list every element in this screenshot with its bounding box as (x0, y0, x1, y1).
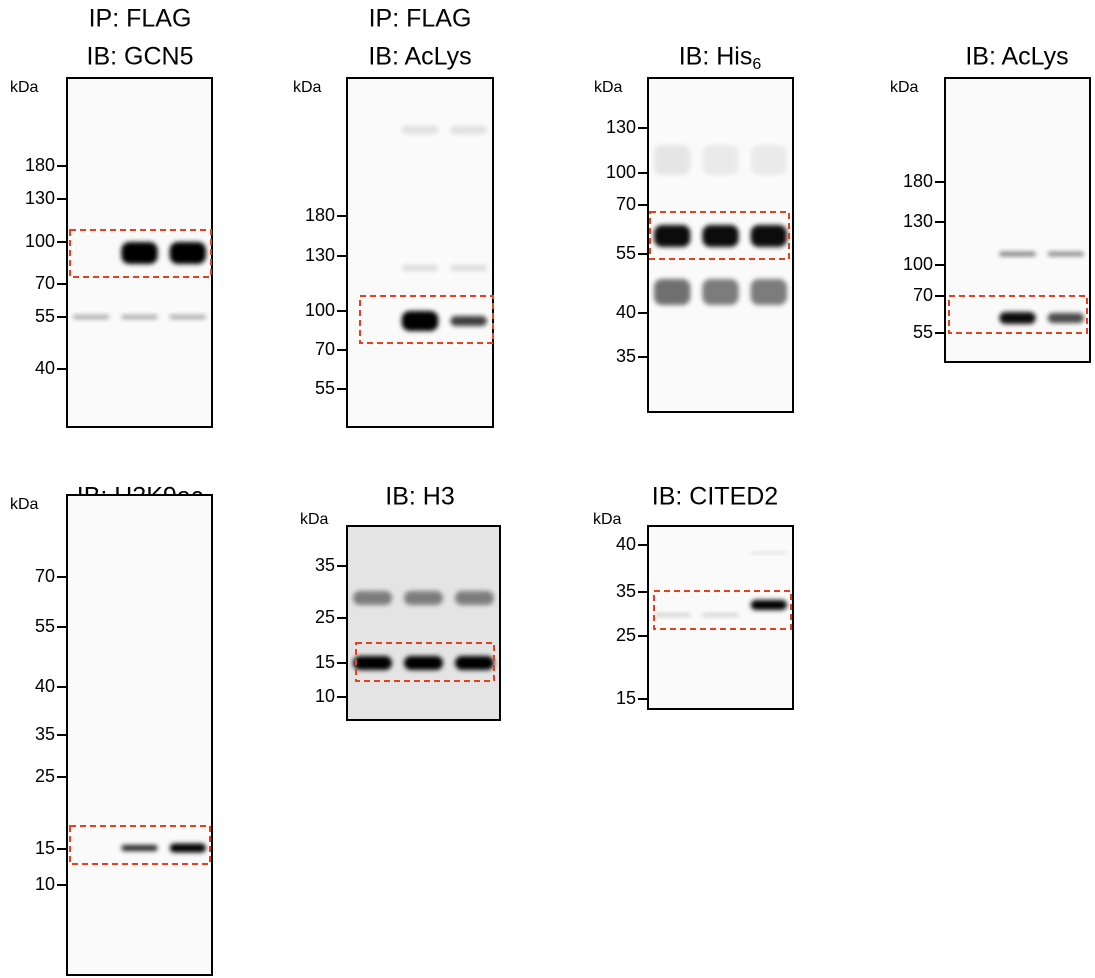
band (1048, 252, 1084, 256)
marker-label: 180 (903, 171, 933, 191)
marker-label: 100 (305, 300, 335, 320)
marker-label: 55 (913, 322, 933, 342)
band (751, 225, 787, 247)
panel-title: IB: CITED2 (652, 483, 778, 511)
marker-label: 10 (35, 874, 55, 894)
band (353, 591, 392, 605)
panel-title: IB: AcLys (368, 43, 471, 71)
marker-label: 70 (616, 194, 636, 214)
unit-label: kDa (593, 511, 622, 528)
marker-label: 100 (606, 162, 636, 182)
blot-panel: IB: AcLys kDa 180 130 100 70 55 (890, 43, 1090, 362)
marker-label: 25 (35, 766, 55, 786)
band (1048, 313, 1084, 323)
unit-label: kDa (10, 496, 39, 513)
band (404, 656, 443, 670)
marker-label: 15 (616, 688, 636, 708)
marker-label: 130 (606, 117, 636, 137)
blot-image (347, 526, 500, 720)
band (702, 614, 738, 617)
panel-title: IP: FLAG (89, 5, 192, 33)
band (121, 242, 157, 264)
blot-image (67, 495, 212, 975)
band (170, 242, 206, 264)
marker-label: 130 (903, 211, 933, 231)
band (702, 279, 738, 305)
band (73, 315, 109, 319)
band (450, 265, 487, 271)
marker-label: 130 (305, 245, 335, 265)
band (654, 279, 690, 305)
band (751, 600, 787, 610)
unit-label: kDa (300, 511, 329, 528)
band (170, 844, 206, 853)
marker-label: 35 (616, 581, 636, 601)
band (654, 225, 690, 247)
marker-label: 70 (35, 566, 55, 586)
panel-title: IB: AcLys (965, 43, 1068, 71)
band (450, 126, 487, 134)
band (654, 145, 690, 175)
band (999, 252, 1035, 256)
band (455, 656, 494, 670)
marker-label: 15 (315, 652, 335, 672)
marker-label: 25 (315, 607, 335, 627)
marker-label: 70 (35, 273, 55, 293)
blot-panel: IB: His6 kDa 130 100 70 55 40 35 (594, 43, 793, 412)
marker-label: 70 (913, 285, 933, 305)
marker-label: 35 (35, 724, 55, 744)
marker-label: 10 (315, 686, 335, 706)
panel-title: IB: His6 (679, 43, 762, 74)
title-subscript: 6 (752, 56, 761, 73)
marker-label: 55 (35, 306, 55, 326)
marker-label: 180 (25, 155, 55, 175)
marker-label: 40 (35, 358, 55, 378)
marker-label: 40 (616, 534, 636, 554)
marker-label: 130 (25, 188, 55, 208)
marker-label: 180 (305, 205, 335, 225)
panel-title: IB: H3 (385, 483, 454, 511)
band (353, 656, 392, 670)
marker-label: 55 (616, 243, 636, 263)
marker-label: 55 (35, 616, 55, 636)
band (121, 315, 157, 319)
marker-label: 40 (35, 676, 55, 696)
marker-label: 70 (315, 339, 335, 359)
band (702, 145, 738, 175)
marker-label: 35 (315, 555, 335, 575)
band (402, 311, 439, 331)
band (751, 552, 787, 554)
panel-title: IB: GCN5 (87, 43, 194, 71)
marker-label: 15 (35, 838, 55, 858)
unit-label: kDa (293, 79, 322, 96)
band (702, 225, 738, 247)
marker-label: 100 (903, 254, 933, 274)
marker-label: 55 (315, 378, 335, 398)
band (751, 145, 787, 175)
unit-label: kDa (890, 79, 919, 96)
band (402, 265, 439, 271)
blot-panel: IP: FLAG IB: AcLys kDa 180 130 100 70 55 (293, 5, 493, 427)
marker-label: 100 (25, 231, 55, 251)
band (450, 316, 487, 326)
panel-title: IP: FLAG (369, 5, 472, 33)
band (170, 315, 206, 319)
marker-label: 40 (616, 302, 636, 322)
band (654, 614, 690, 617)
band (999, 312, 1035, 324)
marker-label: 35 (616, 346, 636, 366)
blot-panel: IB: H3 kDa 35 25 15 10 (300, 483, 500, 720)
band (404, 591, 443, 605)
blot-panel: IB: H3K9ackDa70554035251510 (10, 483, 212, 975)
band (751, 279, 787, 305)
blot-panel: IB: CITED2 kDa 40 35 25 15 (593, 483, 793, 709)
band (121, 845, 157, 851)
band (455, 591, 494, 605)
figure: IP: FLAGIB: GCN5kDa180130100705540IP: FL… (0, 0, 1095, 978)
unit-label: kDa (594, 79, 623, 96)
band (402, 126, 439, 134)
marker-label: 25 (616, 625, 636, 645)
unit-label: kDa (10, 79, 39, 96)
blot-panel: IP: FLAG IB: GCN5 kDa 180 130 100 70 55 40 (10, 5, 212, 427)
